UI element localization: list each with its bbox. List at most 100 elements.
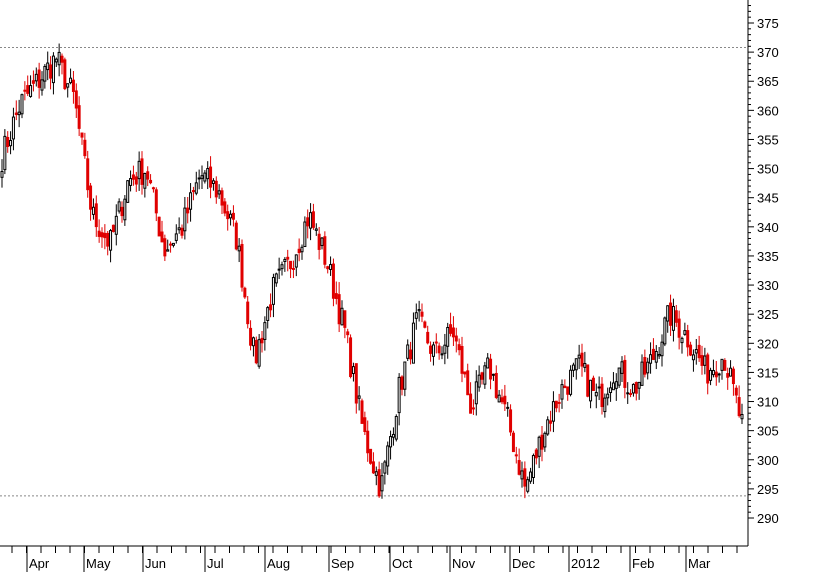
candle-up — [17, 111, 21, 116]
candle-up — [357, 395, 361, 399]
candle-up — [174, 233, 178, 241]
candle-up — [729, 367, 733, 377]
candle-up — [300, 246, 304, 253]
candle-up — [329, 264, 333, 270]
y-tick-label: 300 — [757, 453, 779, 468]
candle-up — [440, 353, 444, 356]
candle-down — [591, 377, 595, 391]
candle-up — [631, 383, 635, 394]
candle-down — [697, 344, 701, 359]
candle-down — [423, 321, 427, 328]
candle-down — [231, 212, 235, 220]
candle-up — [717, 373, 721, 376]
candle-up — [194, 182, 198, 194]
x-tick-label: 2012 — [571, 556, 600, 571]
candle-up — [386, 445, 390, 467]
y-tick-label: 305 — [757, 424, 779, 439]
candle-down — [154, 189, 158, 214]
candle-down — [323, 236, 327, 265]
candle-down — [306, 217, 310, 227]
candle-up — [417, 309, 421, 312]
candle-up — [691, 354, 695, 361]
candle-down — [334, 293, 338, 300]
candle-down — [500, 397, 504, 403]
candle-down — [243, 287, 247, 298]
candle-down — [186, 207, 190, 214]
candle-down — [511, 432, 515, 453]
candle-down — [74, 90, 78, 109]
candle-up — [40, 79, 44, 91]
candle-up — [203, 172, 207, 182]
candle-down — [346, 331, 350, 336]
candle-down — [514, 454, 518, 457]
candle-up — [303, 221, 307, 248]
candle-down — [366, 430, 370, 454]
candle-down — [714, 371, 718, 378]
y-tick-label: 375 — [757, 16, 779, 31]
candle-up — [394, 416, 398, 440]
candle-down — [449, 324, 453, 334]
candle-up — [443, 344, 447, 354]
candle-up — [711, 370, 715, 376]
y-tick-label: 295 — [757, 482, 779, 497]
candle-down — [249, 327, 253, 346]
y-tick-label: 320 — [757, 336, 779, 351]
candle-down — [360, 400, 364, 424]
candle-down — [220, 190, 224, 206]
candle-down — [214, 180, 218, 198]
candle-up — [197, 177, 201, 180]
candle-up — [397, 376, 401, 414]
x-tick-label: Sep — [331, 556, 354, 571]
candle-down — [534, 449, 538, 459]
y-tick-label: 355 — [757, 132, 779, 147]
candle-down — [634, 382, 638, 394]
candle-up — [200, 175, 204, 179]
candle-up — [229, 213, 233, 219]
candle-up — [486, 357, 490, 369]
candle-down — [97, 230, 101, 237]
candle-down — [331, 263, 335, 299]
candle-down — [669, 302, 673, 326]
candle-down — [557, 401, 561, 404]
candle-up — [57, 51, 61, 66]
candle-up — [91, 206, 95, 215]
candle-up — [569, 369, 573, 395]
candle-up — [571, 364, 575, 371]
candle-up — [611, 382, 615, 391]
candle-up — [603, 397, 607, 413]
candle-up — [683, 330, 687, 335]
x-tick-label: Aug — [267, 556, 290, 571]
candle-down — [677, 318, 681, 338]
candle-up — [137, 160, 141, 180]
candle-up — [374, 471, 378, 476]
candles — [0, 43, 744, 499]
candle-up — [660, 341, 664, 357]
candle-up — [740, 413, 744, 420]
candle-up — [543, 432, 547, 448]
candle-down — [494, 372, 498, 398]
candle-up — [597, 386, 601, 389]
candle-up — [694, 349, 698, 354]
candle-down — [463, 371, 467, 375]
candle-up — [43, 65, 47, 82]
candle-down — [686, 330, 690, 348]
candle-up — [143, 172, 147, 189]
candle-down — [426, 331, 430, 344]
x-tick-label: Jul — [207, 556, 224, 571]
candle-down — [460, 346, 464, 374]
candle-down — [71, 79, 75, 92]
candle-up — [126, 180, 130, 203]
y-tick-label: 365 — [757, 74, 779, 89]
candle-up — [114, 215, 118, 235]
candle-up — [609, 387, 613, 394]
candle-down — [157, 216, 161, 237]
candle-up — [271, 276, 275, 305]
candle-down — [169, 243, 173, 246]
candle-up — [531, 455, 535, 478]
candle-down — [523, 468, 527, 487]
candle-up — [283, 258, 287, 262]
candle-up — [66, 83, 70, 88]
y-tick-label: 360 — [757, 103, 779, 118]
candle-up — [383, 461, 387, 474]
